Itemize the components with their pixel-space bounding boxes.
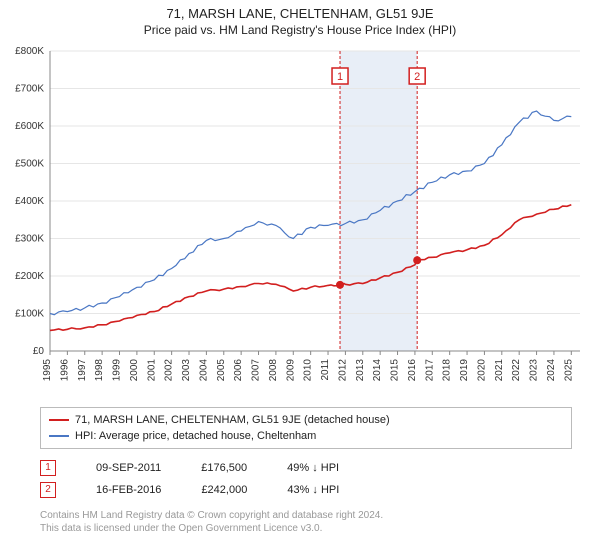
- x-tick-label: 2016: [407, 359, 418, 382]
- event-price: £176,500: [201, 457, 247, 479]
- event-marker: [336, 281, 344, 289]
- series-hpi: [50, 111, 571, 315]
- chart-container: 71, MARSH LANE, CHELTENHAM, GL51 9JE Pri…: [0, 0, 600, 535]
- x-tick-label: 1997: [77, 359, 88, 382]
- x-tick-label: 2021: [494, 359, 505, 382]
- legend-item: HPI: Average price, detached house, Chel…: [49, 428, 563, 444]
- x-tick-label: 2018: [442, 359, 453, 382]
- event-pct: 43% ↓ HPI: [287, 479, 339, 501]
- y-tick-label: £200K: [15, 271, 44, 282]
- y-tick-label: £0: [33, 346, 45, 357]
- x-tick-label: 1996: [59, 359, 70, 382]
- event-row: 2 16-FEB-2016 £242,000 43% ↓ HPI: [40, 479, 572, 501]
- x-tick-label: 1999: [112, 359, 123, 382]
- x-tick-label: 1998: [94, 359, 105, 382]
- chart-title: 71, MARSH LANE, CHELTENHAM, GL51 9JE: [0, 0, 600, 21]
- x-tick-label: 2004: [198, 359, 209, 382]
- x-tick-label: 2011: [320, 359, 331, 381]
- y-tick-label: £400K: [15, 196, 44, 207]
- legend-swatch: [49, 435, 69, 437]
- series-property: [50, 205, 571, 331]
- event-row: 1 09-SEP-2011 £176,500 49% ↓ HPI: [40, 457, 572, 479]
- x-tick-label: 2005: [216, 359, 227, 382]
- y-tick-label: £500K: [15, 159, 44, 170]
- x-tick-label: 2014: [372, 359, 383, 382]
- event-row-number-box: 2: [40, 482, 56, 498]
- events-table: 1 09-SEP-2011 £176,500 49% ↓ HPI 2 16-FEB-201…: [40, 457, 572, 501]
- x-tick-label: 2015: [390, 359, 401, 382]
- y-tick-label: £100K: [15, 309, 44, 320]
- x-tick-label: 2002: [164, 359, 175, 382]
- event-price: £242,000: [201, 479, 247, 501]
- footer-attribution: Contains HM Land Registry data © Crown c…: [40, 509, 572, 535]
- event-date: 16-FEB-2016: [96, 479, 161, 501]
- y-tick-label: £600K: [15, 121, 44, 132]
- x-tick-label: 2024: [546, 359, 557, 382]
- x-tick-label: 2009: [285, 359, 296, 382]
- event-pct: 49% ↓ HPI: [287, 457, 339, 479]
- x-tick-label: 2017: [424, 359, 435, 382]
- x-tick-label: 2022: [511, 359, 522, 382]
- event-number: 1: [337, 71, 343, 83]
- x-tick-label: 2023: [529, 359, 540, 382]
- x-tick-label: 2000: [129, 359, 140, 382]
- legend-swatch: [49, 419, 69, 421]
- x-tick-label: 2020: [476, 359, 487, 382]
- chart-plot-area: £0 £100K £200K £300K £400K £500K £600K £700K £80…: [0, 41, 600, 401]
- x-tick-label: 2006: [233, 359, 244, 382]
- x-tick-label: 2003: [181, 359, 192, 382]
- x-tick-label: 2013: [355, 359, 366, 382]
- x-tick-label: 2019: [459, 359, 470, 382]
- footer-line-1: Contains HM Land Registry data © Crown c…: [40, 509, 572, 522]
- y-tick-label: £800K: [15, 46, 44, 57]
- x-tick-label: 2012: [337, 359, 348, 382]
- x-tick-label: 1995: [42, 359, 53, 382]
- legend-item: 71, MARSH LANE, CHELTENHAM, GL51 9JE (de…: [49, 412, 563, 428]
- event-date: 09-SEP-2011: [96, 457, 161, 479]
- y-tick-label: £700K: [15, 84, 44, 95]
- x-tick-label: 2010: [303, 359, 314, 382]
- x-tick-label: 2025: [563, 359, 574, 382]
- legend-label: HPI: Average price, detached house, Chel…: [75, 428, 316, 444]
- y-tick-label: £300K: [15, 234, 44, 245]
- line-chart-svg: £0 £100K £200K £300K £400K £500K £600K £700K £80…: [0, 41, 600, 401]
- legend-box: 71, MARSH LANE, CHELTENHAM, GL51 9JE (de…: [40, 407, 572, 449]
- x-tick-label: 2001: [146, 359, 157, 382]
- chart-subtitle: Price paid vs. HM Land Registry's House …: [0, 21, 600, 41]
- x-tick-label: 2008: [268, 359, 279, 382]
- footer-line-2: This data is licensed under the Open Gov…: [40, 522, 572, 535]
- event-number: 2: [414, 71, 420, 83]
- event-marker: [413, 256, 421, 264]
- legend-label: 71, MARSH LANE, CHELTENHAM, GL51 9JE (de…: [75, 412, 390, 428]
- x-tick-label: 2007: [251, 359, 262, 382]
- event-row-number-box: 1: [40, 460, 56, 476]
